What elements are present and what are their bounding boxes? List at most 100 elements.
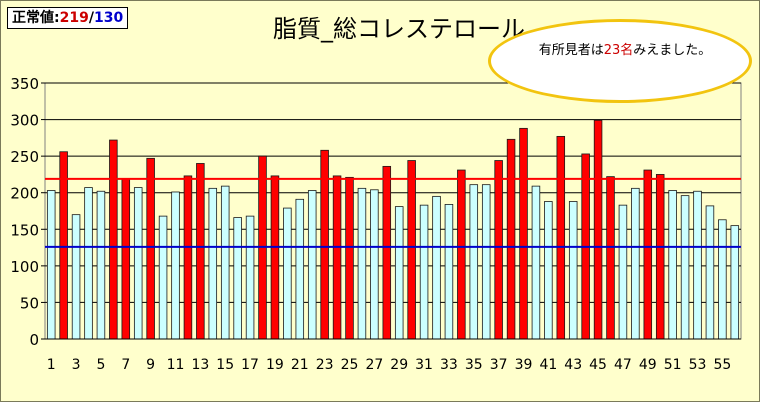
bar-normal <box>233 217 242 340</box>
bar-normal <box>469 184 479 340</box>
bar-abnormal <box>109 139 118 340</box>
bar-abnormal <box>655 174 665 340</box>
bar-abnormal <box>556 135 566 340</box>
bar-abnormal <box>146 157 155 340</box>
bar-normal <box>158 215 168 340</box>
x-tick-label: 5 <box>96 357 105 373</box>
bar-normal <box>481 184 491 340</box>
y-tick-label: 350 <box>10 75 39 93</box>
normal-value-separator: / <box>88 10 94 26</box>
bar-normal <box>394 206 404 340</box>
findings-callout: 有所見者は23名みえました。 <box>488 19 752 103</box>
bar-normal <box>531 185 541 340</box>
x-tick-label: 35 <box>465 357 483 373</box>
normal-value-upper: 219 <box>59 10 89 26</box>
x-tick-label: 31 <box>415 357 433 373</box>
bar-normal <box>419 204 429 340</box>
bar-normal <box>84 187 93 340</box>
x-tick-label: 17 <box>241 357 259 373</box>
bar-normal <box>444 204 454 340</box>
bar-abnormal <box>382 165 392 340</box>
x-tick-label: 15 <box>216 357 234 373</box>
bar-abnormal <box>407 160 416 340</box>
x-tick-label: 49 <box>639 357 657 373</box>
bar-normal <box>295 198 305 340</box>
x-tick-label: 41 <box>539 357 557 373</box>
bar-abnormal <box>345 176 354 340</box>
bar-abnormal <box>457 169 466 340</box>
normal-value-lower: 130 <box>93 10 124 26</box>
x-tick-label: 23 <box>316 357 334 373</box>
bar-normal <box>618 204 628 340</box>
x-tick-label: 53 <box>689 357 707 373</box>
x-tick-label: 37 <box>490 357 508 373</box>
bar-normal <box>705 205 715 340</box>
x-tick-label: 21 <box>291 357 309 373</box>
bar-normal <box>133 187 143 340</box>
bar-normal <box>208 187 218 340</box>
x-tick-label: 43 <box>564 357 582 373</box>
x-tick-label: 45 <box>589 357 607 373</box>
x-tick-label: 39 <box>515 357 533 373</box>
bar-normal <box>680 195 690 340</box>
x-tick-label: 51 <box>664 357 682 373</box>
bar-abnormal <box>593 119 603 340</box>
bar-abnormal <box>643 169 653 340</box>
bar-normal <box>718 219 727 340</box>
callout-prefix: 有所見者は <box>538 43 604 58</box>
bar-abnormal <box>183 175 193 340</box>
bar-normal <box>370 189 379 340</box>
bar-normal <box>96 190 106 340</box>
callout-text: 有所見者は23名みえました。 <box>535 40 715 62</box>
y-tick-label: 300 <box>10 112 39 130</box>
bar-normal <box>568 201 578 340</box>
bar-normal <box>171 191 180 340</box>
bar-normal <box>245 215 255 340</box>
x-tick-label: 7 <box>121 357 130 373</box>
bar-abnormal <box>59 151 68 340</box>
bar-normal <box>220 185 230 340</box>
bar-normal <box>307 190 317 340</box>
y-tick-label: 50 <box>20 294 39 312</box>
bar-abnormal <box>519 127 528 340</box>
callout-suffix: みえました。 <box>633 43 712 58</box>
x-tick-label: 3 <box>72 357 81 373</box>
bar-normal <box>668 190 677 340</box>
bar-abnormal <box>270 175 280 340</box>
bar-abnormal <box>332 175 342 340</box>
y-tick-label: 100 <box>10 258 39 276</box>
bar-normal <box>432 195 441 340</box>
y-tick-label: 0 <box>29 331 39 349</box>
normal-value-label: 正常値: <box>12 10 60 26</box>
x-tick-label: 25 <box>341 357 359 373</box>
y-tick-label: 250 <box>10 148 39 166</box>
bar-abnormal <box>196 163 205 340</box>
bar-normal <box>730 225 740 340</box>
bar-normal <box>71 214 81 340</box>
bar-normal <box>544 201 553 340</box>
x-tick-label: 1 <box>47 357 56 373</box>
x-tick-label: 27 <box>365 357 383 373</box>
bar-abnormal <box>494 160 503 340</box>
bar-normal <box>283 207 292 340</box>
normal-value-box: 正常値:219/130 <box>7 7 129 29</box>
bar-abnormal <box>506 138 516 340</box>
x-tick-label: 11 <box>167 357 185 373</box>
x-tick-label: 19 <box>266 357 284 373</box>
bar-normal <box>46 190 56 340</box>
y-tick-label: 150 <box>10 221 39 239</box>
x-tick-label: 55 <box>713 357 731 373</box>
bar-normal <box>693 190 702 340</box>
x-tick-label: 33 <box>440 357 458 373</box>
x-tick-label: 9 <box>146 357 155 373</box>
x-tick-label: 13 <box>191 357 209 373</box>
callout-count: 23名 <box>603 43 634 58</box>
bar-normal <box>357 187 367 340</box>
x-tick-label: 29 <box>390 357 408 373</box>
bar-abnormal <box>121 178 131 340</box>
bar-abnormal <box>606 176 615 340</box>
chart-title: 脂質_総コレステロール <box>273 15 525 43</box>
x-tick-label: 47 <box>614 357 632 373</box>
